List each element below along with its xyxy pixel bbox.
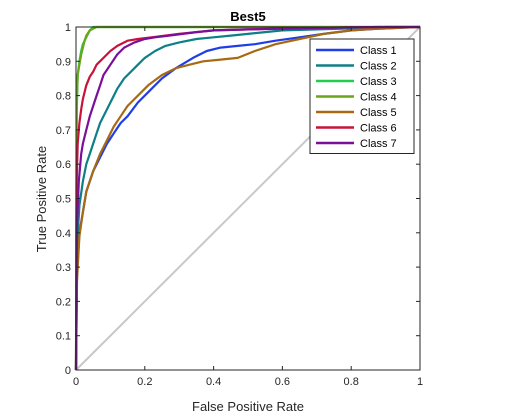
series-line-5 xyxy=(74,25,421,371)
y-tick-label: 0.9 xyxy=(56,56,71,68)
y-axis-label: True Positive Rate xyxy=(34,146,49,252)
legend-label: Class 3 xyxy=(360,76,397,88)
x-tick-label: 0.8 xyxy=(344,376,359,388)
y-tick-label: 0.7 xyxy=(56,125,71,137)
y-tick-label: 0.1 xyxy=(56,331,71,343)
x-tick-label: 0 xyxy=(73,376,79,388)
legend-label: Class 6 xyxy=(360,123,397,135)
x-axis-label: False Positive Rate xyxy=(192,399,304,414)
x-tick-label: 1 xyxy=(417,376,423,388)
x-tick-label: 0.6 xyxy=(275,376,290,388)
legend-label: Class 4 xyxy=(360,92,397,104)
y-tick-label: 1 xyxy=(65,22,71,34)
x-tick-label: 0.4 xyxy=(206,376,221,388)
series-line-7 xyxy=(74,25,420,371)
y-tick-label: 0.2 xyxy=(56,296,71,308)
y-tick-label: 0.4 xyxy=(56,228,71,240)
legend-label: Class 7 xyxy=(360,138,397,150)
legend-label: Class 2 xyxy=(360,61,397,73)
y-tick-label: 0.5 xyxy=(56,194,71,206)
y-tick-label: 0.3 xyxy=(56,262,71,274)
legend-label: Class 1 xyxy=(360,45,397,57)
axes-layer: 0 0.2 0.4 0.6 0.8 1 0 0.1 0.2 0.3 0.4 0.5 0.6 0.7 0.8 0… xyxy=(56,22,423,388)
series-line-2 xyxy=(74,25,421,371)
x-tick-label: 0.2 xyxy=(137,376,152,388)
legend: Class 1 Class 2 Class 3 Class 4 Class 5 Class… xyxy=(309,38,415,154)
y-tick-label: 0.8 xyxy=(56,91,71,103)
y-tick-label: 0 xyxy=(65,365,71,377)
legend-label: Class 5 xyxy=(360,107,397,119)
chart-title: Best5 xyxy=(230,9,265,24)
y-tick-label: 0.6 xyxy=(56,159,71,171)
